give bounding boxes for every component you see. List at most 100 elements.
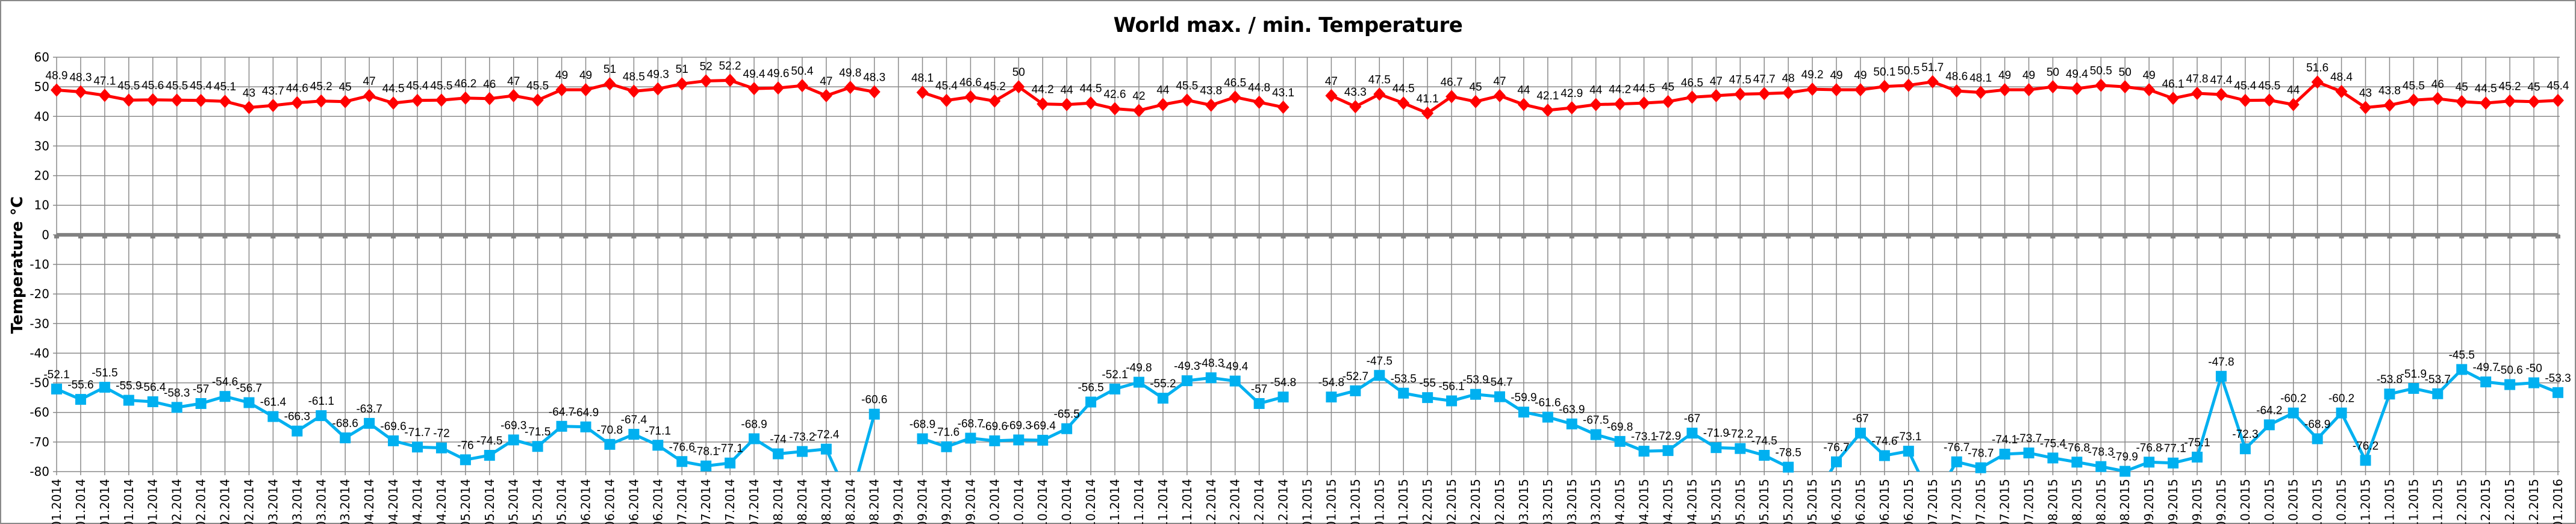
zero-series-marker — [559, 234, 564, 239]
x-tick-label: 08.05.2015 — [1733, 479, 1747, 524]
max-data-label: 51.7 — [1921, 61, 1944, 74]
zero-series-marker — [1593, 234, 1598, 239]
zero-series-marker — [438, 234, 444, 239]
zero-series-marker — [1569, 234, 1574, 239]
min-marker — [1735, 443, 1746, 454]
min-marker — [51, 383, 62, 395]
min-data-label: -67 — [1684, 413, 1700, 425]
max-marker — [748, 82, 761, 96]
max-marker — [74, 85, 87, 99]
zero-series-marker — [174, 234, 179, 239]
x-tick-label: 31.10.2014 — [1084, 479, 1098, 524]
x-tick-label: 03.01.2014 — [49, 479, 64, 524]
max-data-label: 45.5 — [2403, 80, 2425, 92]
min-marker — [965, 432, 976, 444]
x-tick-label: 05.12.2014 — [1204, 479, 1218, 524]
max-data-label: 48.9 — [46, 70, 68, 83]
x-tick-label: 09.10.2015 — [2262, 479, 2277, 524]
x-tick-label: 04.12.2015 — [2454, 479, 2469, 524]
min-marker — [2215, 370, 2227, 382]
max-data-label: 48 — [1782, 72, 1795, 85]
zero-series-marker — [679, 234, 685, 239]
min-data-label: -70.8 — [597, 424, 623, 437]
zero-series-marker — [1810, 234, 1815, 239]
y-tick-label: -50 — [30, 376, 49, 390]
x-tick-label: 24.01.2014 — [122, 479, 136, 524]
x-tick-label: 06.02.2015 — [1420, 479, 1435, 524]
min-marker — [1975, 462, 1986, 473]
max-data-label: 45.4 — [190, 80, 212, 93]
x-tick-label: 30.01.2015 — [1396, 479, 1411, 524]
x-tick-label: 17.10.2014 — [1035, 479, 1050, 524]
max-marker — [1156, 98, 1169, 111]
max-data-label: 44 — [1156, 84, 1170, 97]
max-data-label: 47 — [1493, 75, 1506, 88]
min-marker — [1253, 398, 1265, 409]
max-data-label: 50.4 — [791, 65, 813, 78]
zero-series-marker — [2339, 234, 2344, 239]
min-marker — [1566, 418, 1577, 429]
min-data-label: -56.1 — [1438, 381, 1464, 393]
min-data-label: -71.6 — [934, 426, 959, 439]
zero-series-marker — [968, 234, 973, 239]
y-tick-label: 30 — [34, 139, 49, 153]
max-data-label: 43 — [243, 87, 255, 100]
min-data-label: -51.9 — [2401, 368, 2427, 381]
min-data-label: -59.9 — [1511, 391, 1536, 404]
zero-series-marker — [703, 234, 709, 239]
max-marker — [1180, 93, 1193, 107]
zero-series-marker — [2122, 234, 2128, 239]
max-marker — [507, 89, 520, 102]
min-data-label: -55.9 — [116, 380, 142, 393]
x-tick-label: 18.04.2014 — [410, 479, 425, 524]
min-data-label: -49.8 — [1126, 362, 1152, 375]
max-marker — [267, 99, 279, 113]
max-marker — [1132, 104, 1145, 117]
max-data-label: 47.4 — [2210, 74, 2232, 87]
max-marker — [940, 93, 953, 107]
x-tick-label: 23.05.2014 — [531, 479, 545, 524]
x-tick-label: 10.07.2015 — [1950, 479, 1964, 524]
x-tick-label: 11.04.2014 — [386, 479, 401, 524]
min-data-label: -76.7 — [1944, 441, 1969, 454]
zero-series-marker — [1906, 234, 1911, 239]
max-marker — [2022, 83, 2035, 97]
zero-series-marker — [607, 234, 613, 239]
min-marker — [1879, 450, 1890, 461]
min-data-label: -60.6 — [861, 394, 887, 407]
min-marker — [2023, 448, 2035, 459]
min-data-label: -78.1 — [693, 446, 719, 458]
min-marker — [460, 454, 471, 466]
max-data-label: 43.1 — [1272, 87, 1294, 99]
min-marker — [171, 402, 182, 413]
x-tick-label: 03.10.2014 — [987, 479, 1002, 524]
min-marker — [484, 449, 495, 461]
min-marker — [75, 394, 86, 405]
max-data-label: 48.3 — [863, 71, 885, 84]
min-data-label: -74.6 — [1871, 435, 1897, 448]
zero-series-marker — [198, 234, 204, 239]
min-data-label: -76.8 — [2064, 441, 2090, 454]
max-data-label: 47 — [1710, 75, 1723, 88]
max-data-label: 50.5 — [2090, 65, 2112, 78]
max-data-label: 49.2 — [1801, 69, 1824, 81]
max-data-label: 46.6 — [959, 76, 982, 89]
max-data-label: 44.5 — [382, 83, 405, 95]
max-marker — [772, 81, 784, 95]
x-tick-label: 18.09.2015 — [2190, 479, 2204, 524]
min-data-label: -53.9 — [1462, 374, 1488, 387]
max-data-label: 49.3 — [647, 69, 669, 81]
min-marker — [243, 397, 255, 408]
max-data-label: 48.1 — [1969, 72, 1992, 84]
min-data-label: -64.2 — [2256, 404, 2282, 417]
max-marker — [1589, 98, 1602, 111]
max-data-label: 46.5 — [1224, 76, 1246, 89]
min-data-label: -72.3 — [2232, 428, 2258, 441]
min-marker — [2119, 466, 2131, 477]
min-data-label: -54.6 — [212, 376, 238, 388]
zero-series-marker — [2507, 234, 2513, 239]
min-data-label: -69.6 — [982, 420, 1008, 433]
max-marker — [315, 94, 328, 108]
x-tick-label: 28.02.2014 — [242, 479, 256, 524]
min-marker — [556, 420, 567, 432]
